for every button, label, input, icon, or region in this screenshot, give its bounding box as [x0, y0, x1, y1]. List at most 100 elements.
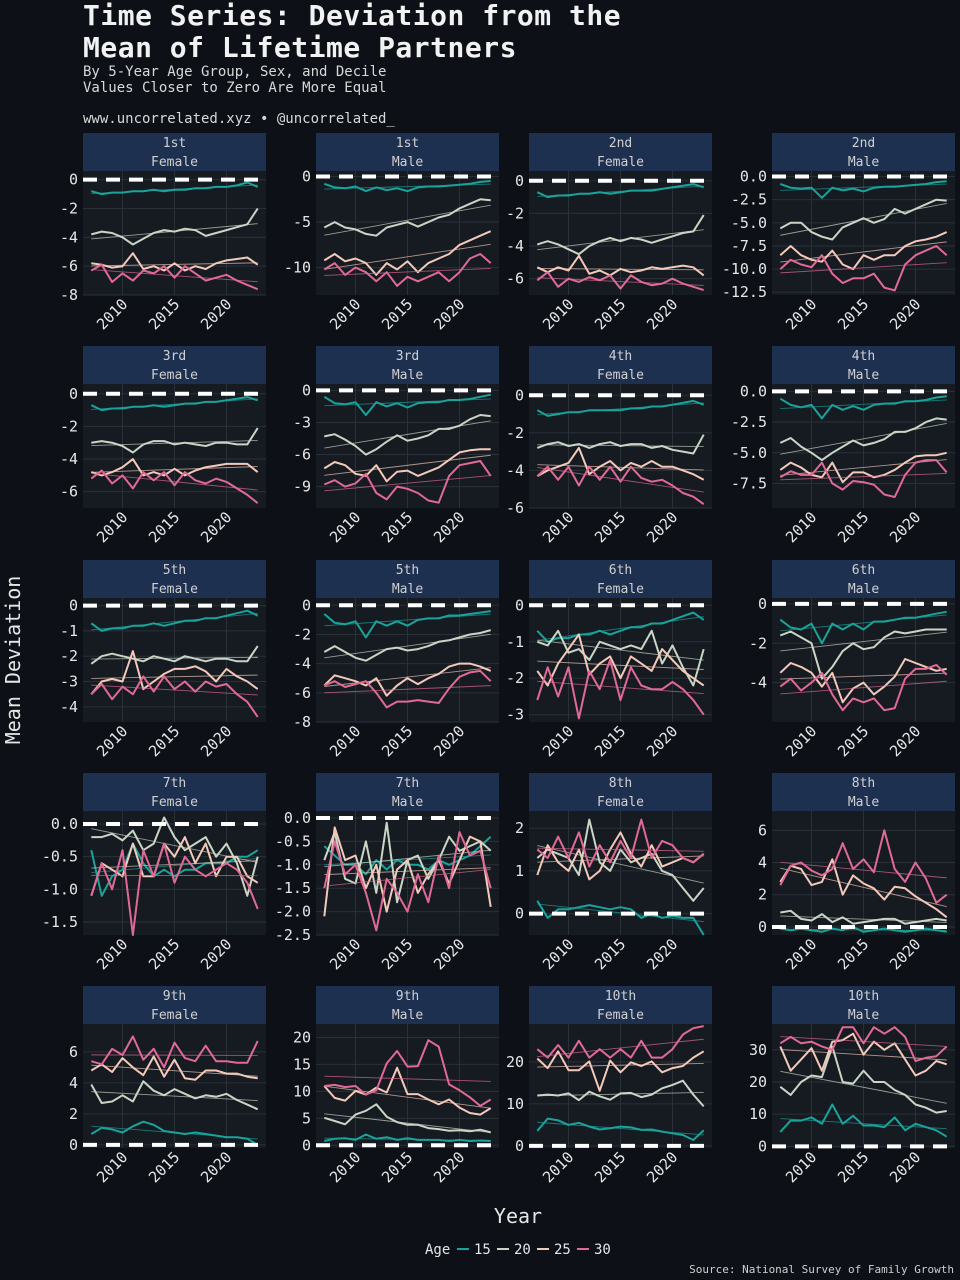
facet-strip — [83, 346, 266, 384]
y-tick-label: -2 — [749, 634, 767, 652]
series-line-age-15 — [323, 610, 491, 639]
facet-sex-label: Female — [151, 582, 198, 597]
x-tick-label: 2020 — [886, 722, 924, 760]
x-tick-label: 2010 — [782, 935, 820, 973]
trend-line-age-25 — [91, 674, 258, 679]
x-tick-label: 2020 — [430, 1148, 468, 1186]
x-tick-label: 2015 — [145, 295, 183, 333]
trend-line-age-15 — [780, 1118, 947, 1130]
y-tick-label: -2.5 — [275, 926, 311, 944]
trend-line-age-30 — [780, 680, 947, 695]
trend-line-age-20 — [91, 1091, 258, 1102]
trend-line-age-25 — [537, 855, 704, 863]
y-tick-label: -5 — [293, 213, 311, 231]
trend-line-age-30 — [537, 277, 704, 286]
x-tick-label: 2015 — [834, 508, 872, 546]
series-line-age-30 — [536, 1025, 704, 1059]
x-tick-label: 2015 — [145, 722, 183, 760]
x-tick-label: 2020 — [430, 935, 468, 973]
y-tick-label: 20 — [293, 1028, 311, 1046]
series-line-age-30 — [324, 1039, 492, 1107]
series-line-age-20 — [91, 427, 259, 454]
x-tick-label: 2015 — [834, 1148, 872, 1186]
facet-strip — [316, 133, 499, 171]
series-line-age-15 — [323, 393, 491, 416]
y-tick-label: -6 — [293, 446, 311, 464]
facet-panel: 1st Male 0 -5 -10 2010 2015 2020 — [284, 133, 499, 333]
facet-decile-label: 1st — [163, 136, 186, 151]
y-tick-label: 0 — [758, 918, 767, 936]
facet-sex-label: Male — [392, 1008, 423, 1023]
series-line-age-25 — [536, 254, 705, 277]
y-tick-label: 0 — [69, 171, 78, 189]
facet-strip — [83, 133, 266, 171]
trend-line-age-30 — [91, 472, 258, 491]
x-tick-label: 2020 — [643, 722, 681, 760]
facet-panel: 8th Female 2 1 0 2010 2015 2020 — [515, 773, 712, 973]
y-tick-label: -2 — [60, 417, 78, 435]
x-tick-label: 2015 — [834, 295, 872, 333]
y-tick-label: 1 — [515, 862, 524, 880]
series-line-age-20 — [90, 1080, 259, 1111]
series-line-age-20 — [779, 1045, 947, 1114]
y-axis-title: Mean Deviation — [1, 576, 25, 745]
x-tick-label: 2015 — [378, 1148, 416, 1186]
series-line-age-15 — [90, 1120, 259, 1146]
x-tick-label: 2010 — [539, 1148, 577, 1186]
y-tick-label: -7.5 — [731, 237, 767, 255]
y-tick-label: 0 — [302, 381, 311, 399]
y-tick-label: -0.5 — [275, 832, 311, 850]
y-tick-label: -2 — [293, 625, 311, 643]
facet-sex-label: Female — [151, 1008, 198, 1023]
series-line-age-20 — [779, 628, 947, 680]
series-line-age-25 — [779, 231, 948, 271]
series-line-age-25 — [779, 1032, 948, 1077]
trend-line-age-25 — [324, 243, 491, 270]
trend-line-age-30 — [324, 268, 491, 276]
x-tick-label: 2020 — [643, 508, 681, 546]
facet-decile-label: 4th — [852, 349, 875, 364]
trend-line-age-30 — [91, 269, 258, 283]
facet-sex-label: Male — [392, 795, 423, 810]
x-tick-label: 2010 — [326, 508, 364, 546]
series-line-age-25 — [90, 1055, 258, 1081]
trend-line-age-30 — [324, 685, 491, 694]
y-tick-label: -12.5 — [722, 283, 767, 301]
x-tick-label: 2010 — [539, 508, 577, 546]
y-tick-label: -8 — [293, 713, 311, 731]
x-tick-label: 2020 — [886, 295, 924, 333]
y-tick-label: 0 — [302, 596, 311, 614]
trend-line-age-30 — [324, 868, 491, 887]
y-tick-label: 5 — [302, 1109, 311, 1127]
y-tick-label: 0 — [302, 167, 311, 185]
y-tick-label: -9 — [293, 478, 311, 496]
y-tick-label: -5.0 — [731, 214, 767, 232]
facet-strip — [83, 773, 266, 811]
trend-line-age-20 — [780, 423, 947, 455]
series-line-age-25 — [323, 662, 492, 697]
x-tick-label: 2015 — [378, 935, 416, 973]
series-line-age-30 — [779, 1026, 948, 1062]
series-line-age-15 — [90, 396, 258, 412]
x-tick-label: 2015 — [145, 1148, 183, 1186]
y-tick-label: 20 — [749, 1073, 767, 1091]
series-line-age-15 — [536, 1117, 705, 1141]
x-tick-label: 2010 — [782, 295, 820, 333]
facet-decile-label: 7th — [163, 776, 186, 791]
series-line-age-25 — [323, 448, 491, 483]
y-tick-label: -3 — [60, 673, 78, 691]
x-tick-label: 2015 — [834, 722, 872, 760]
x-tick-label: 2010 — [539, 722, 577, 760]
facet-sex-label: Female — [597, 795, 644, 810]
series-line-age-30 — [90, 675, 259, 718]
trend-line-age-30 — [780, 262, 947, 274]
trend-line-age-25 — [780, 672, 947, 680]
facet-decile-label: 5th — [396, 563, 419, 578]
trend-line-age-15 — [537, 616, 704, 641]
y-tick-label: 2 — [515, 819, 524, 837]
series-line-age-20 — [779, 198, 947, 241]
y-tick-label: 6 — [69, 1043, 78, 1061]
trend-line-age-25 — [324, 1085, 491, 1109]
y-tick-label: -6 — [60, 257, 78, 275]
series-line-age-25 — [536, 446, 705, 481]
